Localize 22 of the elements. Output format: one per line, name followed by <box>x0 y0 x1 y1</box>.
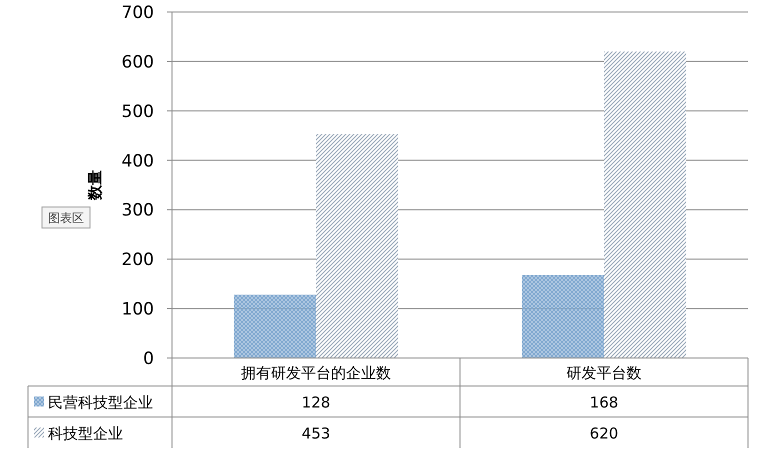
y-tick-label: 700 <box>122 3 154 23</box>
bar <box>604 52 686 358</box>
data-label: 128 <box>302 394 330 412</box>
x-tick-label: 研发平台数 <box>566 364 642 382</box>
y-tick-label: 600 <box>122 52 154 72</box>
y-tick-label: 0 <box>143 349 154 369</box>
text: 图表区 <box>48 211 84 225</box>
bar <box>316 134 398 358</box>
bar <box>522 274 604 358</box>
data-label: 168 <box>590 394 618 412</box>
y-tick-label: 500 <box>122 102 154 122</box>
data-label: 453 <box>302 424 330 442</box>
x-tick-label: 拥有研发平台的企业数 <box>241 364 391 382</box>
y-tick-label: 400 <box>122 151 154 172</box>
legend-label: 科技型企业 <box>48 424 123 442</box>
data-label: 620 <box>590 424 618 442</box>
y-tick-label: 100 <box>122 300 154 320</box>
legend-label: 民营科技型企业 <box>48 394 153 412</box>
y-axis-title: 数量 <box>86 170 104 201</box>
y-tick-label: 300 <box>122 200 154 221</box>
y-tick-label: 200 <box>122 250 154 270</box>
bar <box>234 294 316 358</box>
